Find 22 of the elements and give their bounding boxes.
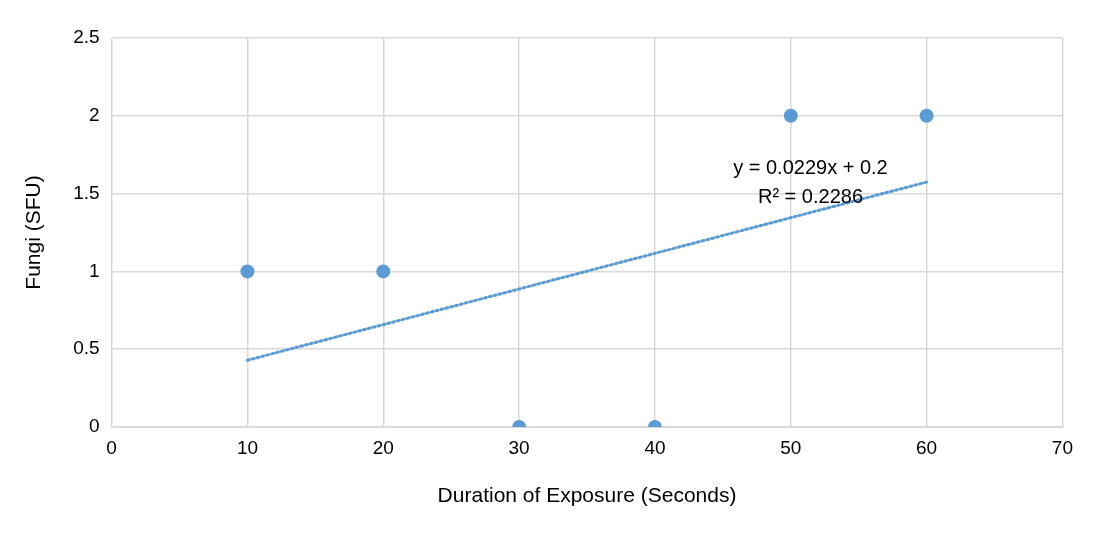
x-tick-label: 50 [780, 436, 802, 458]
x-tick-label: 40 [644, 436, 666, 458]
y-tick-label: 2.5 [73, 26, 100, 48]
x-tick-label: 30 [508, 436, 530, 458]
y-tick-label: 0.5 [73, 337, 100, 359]
point [919, 108, 934, 123]
y-tick-label: 1.5 [73, 181, 100, 203]
x-axis-title: Duration of Exposure (Seconds) [437, 483, 737, 507]
y-tick-label: 1 [89, 259, 100, 281]
y-tick-label: 0 [89, 415, 100, 437]
x-tick-label: 60 [916, 436, 938, 458]
annotation: y = 0.0229x + 0.2 [733, 156, 888, 179]
x-tick-label: 10 [236, 436, 259, 458]
x-tick-label: 0 [106, 436, 117, 458]
x-tick-label: 20 [372, 436, 394, 458]
annotation: R² = 0.2286 [757, 185, 863, 208]
y-tick-label: 2 [89, 104, 100, 126]
y-axis-title: Fungi (SFU) [21, 175, 45, 290]
point [376, 264, 391, 279]
point [783, 108, 798, 123]
point [240, 264, 255, 279]
x-tick-label: 70 [1051, 436, 1073, 458]
